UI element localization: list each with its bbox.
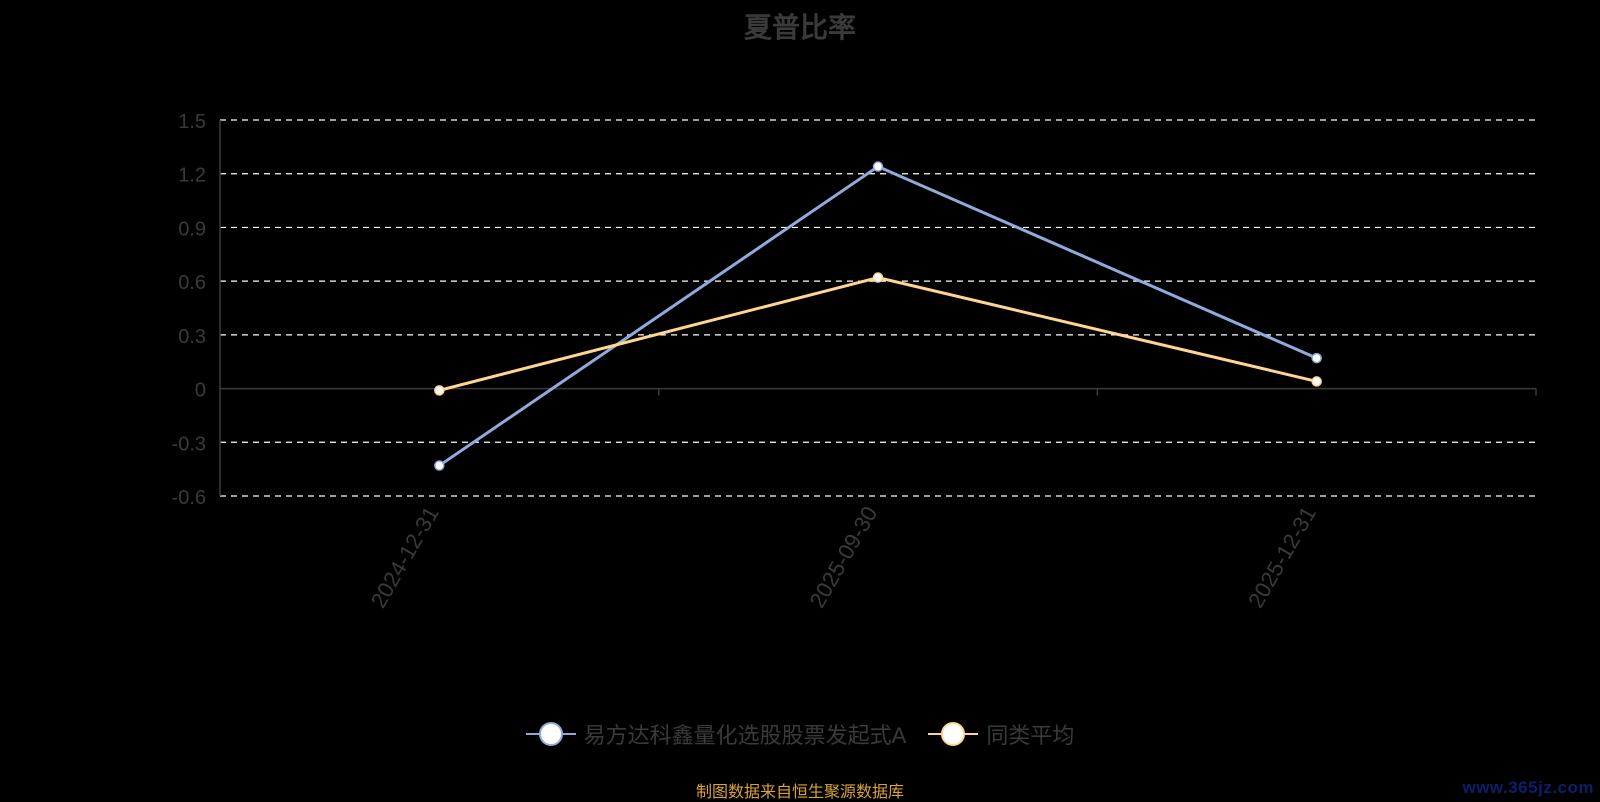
series-point-0 bbox=[1311, 352, 1322, 364]
y-tick-label: 0.6 bbox=[178, 272, 206, 294]
series-point-1 bbox=[872, 272, 884, 283]
y-tick-label: -0.3 bbox=[172, 433, 206, 455]
chart-title: 夏普比率 bbox=[743, 12, 856, 43]
y-tick-label: -0.6 bbox=[172, 487, 206, 509]
legend-marker-fund bbox=[525, 722, 576, 746]
series-point-0 bbox=[434, 460, 445, 471]
legend-label-fund: 易方达科鑫量化选股股票发起式A bbox=[583, 723, 907, 748]
y-tick-label: 1.2 bbox=[178, 165, 206, 187]
legend-label-average: 同类平均 bbox=[986, 723, 1075, 748]
y-tick-label: 0.3 bbox=[178, 326, 206, 348]
series-point-1 bbox=[434, 385, 445, 396]
data-source-note: 制图数据来自恒生聚源数据库 bbox=[695, 784, 904, 801]
series-point-1 bbox=[1311, 376, 1322, 387]
chart-legend: 易方达科鑫量化选股股票发起式A 同类平均 bbox=[0, 718, 1600, 750]
legend-item-fund[interactable]: 易方达科鑫量化选股股票发起式A bbox=[525, 718, 907, 750]
y-tick-label: 0 bbox=[195, 380, 206, 402]
x-tick-label: 2025-12-31 bbox=[1243, 502, 1321, 612]
legend-marker-average bbox=[928, 722, 979, 746]
y-tick-label: 1.5 bbox=[178, 111, 206, 133]
series-line-0 bbox=[438, 165, 1318, 467]
watermark: www.365jz.com bbox=[1462, 778, 1594, 797]
series-point-0 bbox=[872, 161, 884, 172]
series-line-1 bbox=[438, 276, 1318, 392]
legend-item-average[interactable]: 同类平均 bbox=[928, 718, 1074, 750]
y-tick-label: 0.9 bbox=[178, 218, 206, 240]
x-tick-label: 2025-09-30 bbox=[804, 502, 882, 612]
x-tick-label: 2024-12-31 bbox=[366, 502, 444, 612]
